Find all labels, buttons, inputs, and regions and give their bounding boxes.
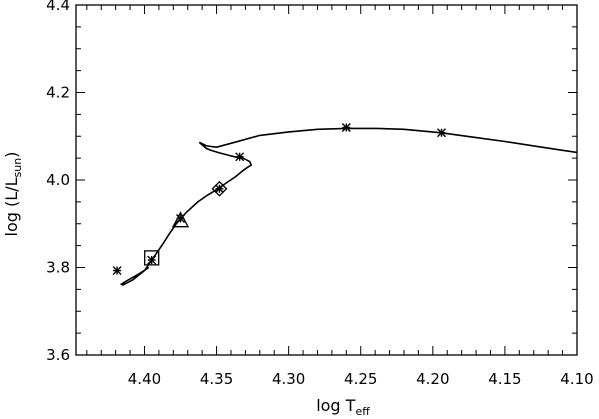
y-tick-label: 3.6 [46,346,70,364]
x-tick-label: 4.25 [344,370,377,388]
evolution-track-line [119,127,577,286]
x-tick-label: 4.30 [272,370,305,388]
star-marker [341,123,351,132]
star-stroke [436,128,446,138]
star-marker [112,266,122,276]
star-stroke [112,266,122,276]
y-tick-label: 3.8 [46,259,70,277]
x-axis-label: log Teff [316,396,370,418]
y-tick-label: 4.2 [46,84,70,102]
y-axis-label: log (L/Lsun) [2,152,24,237]
star-marker [214,184,224,194]
y-tick-label: 4.0 [46,171,70,189]
star-stroke [235,152,245,162]
star-marker [235,152,245,162]
star-marker [436,128,446,138]
axis-ticks [76,4,578,356]
x-tick-label: 4.10 [560,370,593,388]
tick-labels: 4.40 4.35 4.30 4.25 4.20 4.15 4.10 3.6 3.8 4.0 4.2… [46,0,594,388]
triangle-marker [171,211,190,228]
plot-frame [75,4,578,356]
star-stroke [147,255,157,265]
square-marker [144,250,160,266]
star-stroke [341,123,351,132]
y-tick-label: 4.4 [46,0,70,14]
star-marker [147,255,157,265]
star-stroke [214,184,224,194]
diamond-marker [211,180,228,197]
x-tick-label: 4.35 [200,370,233,388]
track-markers [112,123,446,276]
star-stroke [176,214,186,223]
x-tick-label: 4.40 [128,370,161,388]
x-tick-label: 4.15 [488,370,521,388]
x-tick-label: 4.20 [416,370,449,388]
